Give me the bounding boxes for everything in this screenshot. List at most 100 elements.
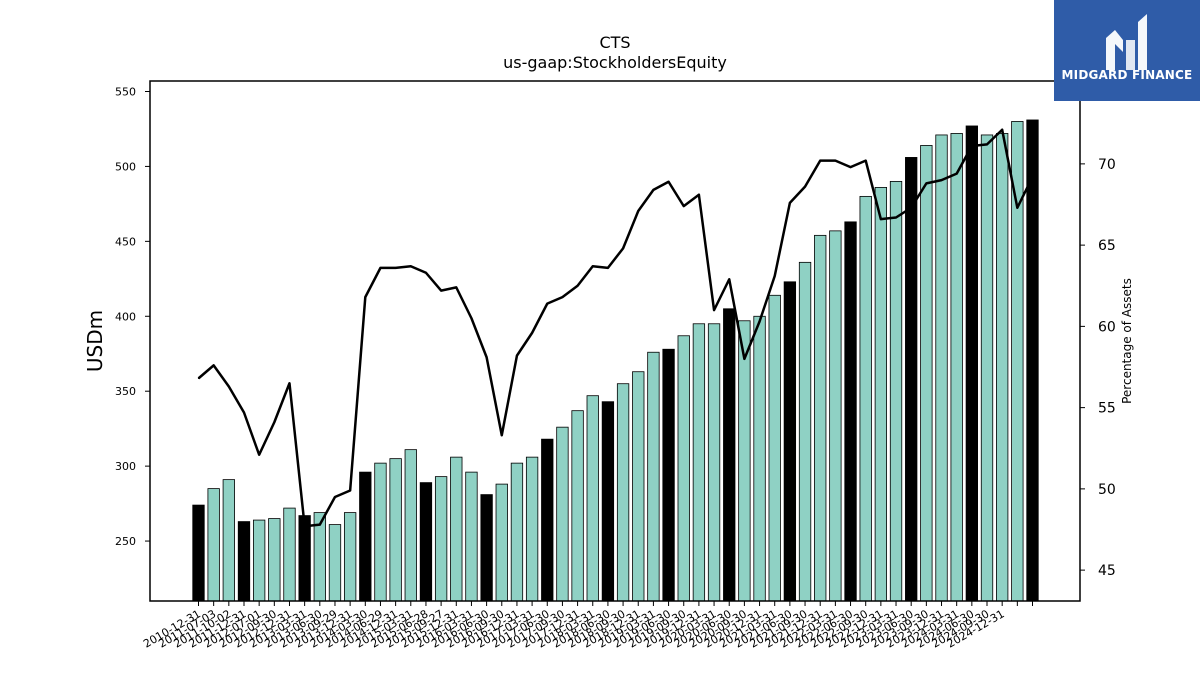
bar	[525, 456, 539, 602]
bar	[374, 462, 387, 602]
line-point	[986, 143, 988, 145]
bar	[814, 234, 827, 602]
y-axis-left: 250 300 350 400 450 500 550	[115, 85, 150, 548]
line-point	[349, 489, 351, 492]
line-point	[637, 210, 639, 212]
chart-subtitle: us-gaap:StockholdersEquity	[503, 53, 727, 72]
line-point	[622, 247, 624, 249]
y2-axis-label: Percentage of Assets	[1120, 278, 1134, 404]
bar	[389, 458, 402, 602]
bar	[829, 230, 842, 602]
bar	[283, 507, 296, 602]
bar	[207, 488, 220, 602]
y2-tick-label: 45	[1098, 563, 1116, 579]
line-point	[243, 411, 245, 414]
y-tick-label: 300	[115, 460, 136, 473]
line-point	[819, 160, 821, 162]
line-point	[956, 173, 958, 175]
bar	[222, 479, 235, 602]
line-point	[561, 296, 564, 298]
bar	[874, 186, 888, 602]
line-point	[304, 525, 306, 527]
bar	[783, 281, 797, 602]
line-point	[288, 382, 291, 384]
line-point	[213, 364, 215, 366]
bar	[465, 471, 478, 602]
line-point	[1031, 176, 1034, 178]
line-point	[379, 267, 382, 269]
bar	[632, 371, 645, 602]
line-point	[258, 454, 260, 456]
bar	[677, 335, 690, 602]
line-point	[652, 189, 655, 191]
line-point	[743, 358, 745, 360]
bar	[738, 320, 751, 602]
line-point	[440, 290, 442, 292]
y-tick-label: 550	[115, 85, 136, 98]
bar	[298, 515, 311, 602]
bar	[844, 221, 857, 602]
line-point	[758, 320, 761, 323]
bar	[859, 195, 872, 602]
line-point	[516, 355, 518, 357]
bar	[723, 308, 736, 602]
line-point	[395, 267, 397, 269]
bar	[480, 494, 493, 602]
bar	[950, 133, 963, 602]
y2-tick-label: 70	[1098, 157, 1116, 173]
bar	[647, 351, 660, 602]
bar	[571, 410, 584, 602]
y2-tick-label: 55	[1098, 401, 1116, 417]
bar	[252, 519, 266, 602]
bar	[753, 315, 766, 602]
chart-title: CTS	[599, 33, 630, 52]
line-point	[410, 265, 412, 267]
line-point	[546, 303, 548, 305]
line-point	[683, 205, 685, 207]
line-point	[592, 265, 594, 267]
y-tick-label: 500	[115, 160, 136, 173]
line-point	[228, 385, 230, 388]
bar	[237, 521, 251, 602]
bar	[768, 294, 781, 602]
line-point	[531, 332, 533, 334]
line-point	[1001, 129, 1003, 131]
line-point	[698, 194, 700, 196]
line-point	[334, 496, 336, 498]
bar	[495, 483, 508, 602]
bar	[662, 348, 675, 602]
line-point	[910, 207, 912, 209]
brand-name: MIDGARD FINANCE	[1061, 68, 1193, 82]
line-point	[1016, 207, 1018, 209]
line-point	[713, 309, 715, 311]
bar	[707, 323, 721, 602]
bar	[510, 462, 524, 602]
line-point	[455, 286, 457, 288]
line-series	[197, 128, 1034, 528]
bar-series	[192, 119, 1039, 602]
x-axis: 2010-12-312011-07-032011-10-022011-12-31…	[141, 601, 1033, 651]
line-point	[667, 181, 670, 183]
bar	[404, 449, 417, 602]
y2-tick-label: 60	[1098, 319, 1116, 335]
line-point	[774, 275, 776, 277]
bar	[450, 456, 463, 602]
plot-frame	[149, 80, 1081, 602]
bar	[601, 401, 615, 602]
brand-logo: MIDGARD FINANCE	[1054, 0, 1200, 101]
bar	[980, 134, 994, 602]
line-point	[486, 356, 488, 358]
line-point	[197, 377, 200, 379]
line-point	[273, 421, 275, 423]
bar	[541, 438, 554, 602]
y-axis-right: 45 50 55 60 65 70	[1080, 157, 1116, 579]
bar	[586, 395, 599, 602]
y-tick-label: 400	[115, 310, 136, 323]
bar	[1026, 119, 1039, 602]
bar	[192, 504, 205, 602]
bar	[343, 512, 357, 602]
line-point	[895, 216, 897, 219]
y-tick-label: 250	[115, 535, 136, 548]
line-point	[728, 278, 730, 280]
